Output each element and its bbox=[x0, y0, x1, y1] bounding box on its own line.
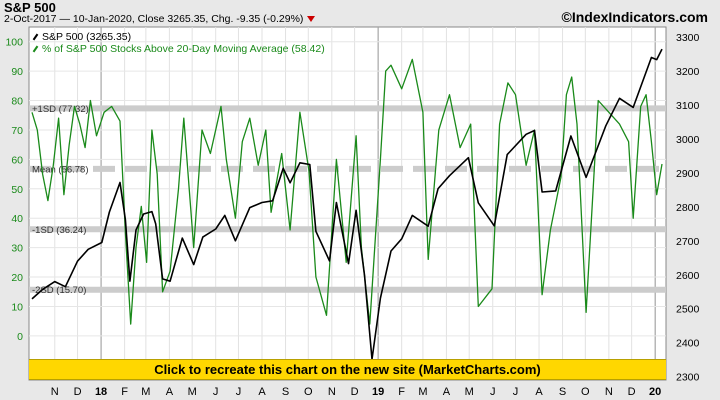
left-y-axis: 0 10 20 30 40 50 60 70 80 90 100 bbox=[5, 37, 23, 343]
subtitle-text: 2-Oct-2017 — 10-Jan-2020, Close 3265.35,… bbox=[4, 13, 304, 25]
x-tick-label: D bbox=[74, 386, 82, 398]
pct-above-20dma-line bbox=[31, 58, 663, 325]
x-tick-label: F bbox=[121, 386, 128, 398]
left-y-tick-label: 70 bbox=[11, 125, 23, 137]
x-tick-label: N bbox=[605, 386, 613, 398]
band-label: +1SD (77.32) bbox=[32, 104, 89, 115]
x-tick-label: J bbox=[513, 386, 519, 398]
x-tick-label: S bbox=[559, 386, 566, 398]
right-y-tick-label: 3300 bbox=[676, 32, 700, 44]
x-tick-label: M bbox=[141, 386, 150, 398]
right-y-tick-label: 2500 bbox=[676, 304, 700, 316]
x-tick-label: M bbox=[188, 386, 197, 398]
std-dev-bands: +1SD (77.32) Mean (56.78) -1SD (36.24) -2SD… bbox=[29, 104, 666, 296]
x-tick-label: A bbox=[258, 386, 266, 398]
legend-pct-above: % of S&P 500 Stocks Above 20-Day Moving … bbox=[32, 43, 325, 55]
x-tick-label: A bbox=[443, 386, 451, 398]
x-tick-label: O bbox=[581, 386, 590, 398]
x-tick-label: N bbox=[51, 386, 59, 398]
pct-above-20dma-series bbox=[31, 58, 663, 325]
x-tick-label: M bbox=[418, 386, 427, 398]
x-tick-label: N bbox=[328, 386, 336, 398]
left-y-tick-label: 10 bbox=[11, 301, 23, 313]
x-tick-label: A bbox=[166, 386, 174, 398]
x-tick-label: J bbox=[213, 386, 219, 398]
left-y-tick-label: 80 bbox=[11, 96, 23, 108]
x-tick-label: J bbox=[490, 386, 496, 398]
right-y-tick-label: 3000 bbox=[676, 134, 700, 146]
x-tick-label: M bbox=[465, 386, 474, 398]
recreate-chart-banner[interactable]: Click to recreate this chart on the new … bbox=[29, 359, 666, 380]
x-tick-label: F bbox=[398, 386, 405, 398]
right-y-tick-label: 2600 bbox=[676, 270, 700, 282]
source-credit[interactable]: ©IndexIndicators.com bbox=[561, 9, 708, 25]
legend-sp500: S&P 500 (3265.35) bbox=[32, 31, 131, 43]
band-label: -1SD (36.24) bbox=[32, 225, 86, 236]
right-y-tick-label: 2800 bbox=[676, 202, 700, 214]
x-tick-label: S bbox=[282, 386, 289, 398]
x-tick-label: 20 bbox=[649, 386, 661, 398]
sp500-line bbox=[31, 48, 663, 361]
x-tick-label: J bbox=[236, 386, 242, 398]
right-y-tick-label: 3200 bbox=[676, 66, 700, 78]
left-y-tick-label: 20 bbox=[11, 272, 23, 284]
right-y-tick-label: 2300 bbox=[676, 372, 700, 384]
left-y-tick-label: 100 bbox=[5, 37, 23, 49]
x-tick-label: O bbox=[304, 386, 313, 398]
right-y-tick-label: 2700 bbox=[676, 236, 700, 248]
x-axis: N D 18 F M A M J J A S O N D 19 F M A M J J A S O N D 20 bbox=[51, 386, 661, 398]
x-tick-label: 18 bbox=[95, 386, 107, 398]
right-y-tick-label: 3100 bbox=[676, 100, 700, 112]
legend-line-icon bbox=[32, 33, 39, 41]
sp500-series bbox=[31, 48, 663, 361]
legend-sp500-label: S&P 500 (3265.35) bbox=[42, 31, 132, 43]
down-arrow-icon bbox=[307, 16, 316, 23]
left-y-tick-label: 40 bbox=[11, 213, 23, 225]
band-label: -2SD (15.70) bbox=[32, 285, 86, 296]
x-tick-label: D bbox=[628, 386, 636, 398]
x-tick-label: A bbox=[535, 386, 543, 398]
right-y-tick-label: 2400 bbox=[676, 338, 700, 350]
right-y-axis: 2300 2400 2500 2600 2700 2800 2900 3000 3100 3200… bbox=[676, 32, 700, 383]
left-y-tick-label: 90 bbox=[11, 66, 23, 78]
chart-title: S&P 500 bbox=[4, 0, 56, 15]
vertical-gridlines bbox=[54, 27, 656, 380]
legend-pct-label: % of S&P 500 Stocks Above 20-Day Moving … bbox=[42, 43, 325, 55]
band-label: Mean (56.78) bbox=[32, 164, 89, 175]
left-y-tick-label: 50 bbox=[11, 184, 23, 196]
chart-subtitle: 2-Oct-2017 — 10-Jan-2020, Close 3265.35,… bbox=[4, 13, 316, 25]
plot-area bbox=[28, 26, 667, 381]
right-y-tick-label: 2900 bbox=[676, 168, 700, 180]
x-tick-label: 19 bbox=[372, 386, 384, 398]
left-y-tick-label: 0 bbox=[17, 331, 23, 343]
left-y-tick-label: 60 bbox=[11, 154, 23, 166]
x-tick-label: D bbox=[351, 386, 359, 398]
legend-line-icon bbox=[32, 45, 39, 53]
left-y-tick-label: 30 bbox=[11, 243, 23, 255]
